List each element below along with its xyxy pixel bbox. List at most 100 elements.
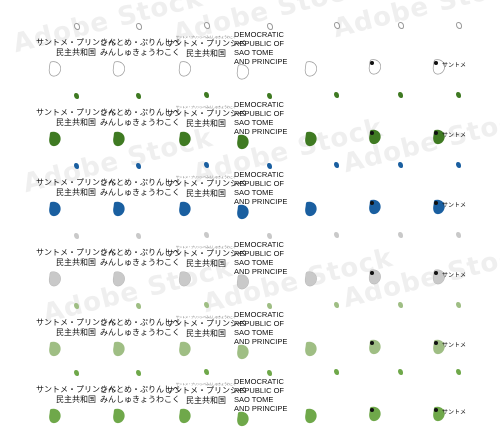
principe-island-shape [334,162,339,168]
ruby-text: サントメ・プリンシペみんしゅきょうわこく [175,35,236,39]
label-line: AND PRINCIPE [234,267,288,276]
principe-island-shape [267,233,272,239]
japanese-name-with-ruby: サントメ・プリンシペみんしゅきょうわこく サントメ・プリンシペ 民主共和国 [166,245,246,269]
label-line: サントメ [442,342,467,349]
label-line: DEMOCRATIC [234,310,284,319]
sao-tome-island-shape [49,131,61,147]
principe-island-shape [74,303,79,309]
sao-tome-island-shape [178,271,191,287]
sao-tome-island-shape [305,341,317,357]
label-line: REPUBLIC OF [234,319,285,328]
label-line: みんしゅきょうわこく [100,328,180,337]
label-line: 民主共和国 [56,118,96,127]
principe-island-shape [334,369,339,375]
label-line: 民主共和国 [56,48,96,57]
label-line: サントメ・プリンシペ [166,179,246,188]
capital-dot [370,131,374,135]
principe-island-shape [74,93,79,99]
ruby-text: サントメ・プリンシペみんしゅきょうわこく [175,105,236,109]
label-line: サントメ [442,62,467,69]
ruby-text: サントメ・プリンシペみんしゅきょうわこく [175,175,236,179]
hiragana-name: さんとめ・ぷりんしぺ みんしゅきょうわこく [100,178,180,198]
label-line: サントメ・プリンシペ [166,386,246,395]
label-line: 民主共和国 [56,258,96,267]
principe-island-shape [398,162,403,168]
hiragana-name: さんとめ・ぷりんしぺ みんしゅきょうわこく [100,385,180,405]
hiragana-name: さんとめ・ぷりんしぺ みんしゅきょうわこく [100,38,180,58]
principe-island-shape [136,303,141,309]
sao-tome-island-shape [49,341,61,357]
label-line: 民主共和国 [186,396,226,405]
sao-tome-island-shape [236,64,249,80]
capital-dot [370,408,374,412]
japanese-name-with-ruby: サントメ・プリンシペみんしゅきょうわこく サントメ・プリンシペ 民主共和国 [166,105,246,129]
principe-island-shape [334,92,339,98]
label-line: さんとめ・ぷりんしぺ [100,108,180,117]
label-line: SAO TOME [234,188,274,197]
english-name: DEMOCRATIC REPUBLIC OF SAO TOME AND PRINCIP… [234,170,287,206]
hiragana-name: さんとめ・ぷりんしぺ みんしゅきょうわこく [100,248,180,268]
principe-island-shape [74,23,80,30]
sao-tome-island-shape [305,201,317,217]
watermark: Adobe Stock [330,0,500,45]
label-line: DEMOCRATIC [234,30,284,39]
sao-tome-island-shape [49,201,61,217]
city-caption: サントメ [442,200,466,209]
label-line: 民主共和国 [186,259,226,268]
principe-island-shape [456,369,461,375]
english-name: DEMOCRATIC REPUBLIC OF SAO TOME AND PRINCIP… [234,240,287,276]
english-name: DEMOCRATIC REPUBLIC OF SAO TOME AND PRINCIP… [234,377,287,413]
label-line: SAO TOME [234,48,274,57]
sao-tome-island-shape [49,408,61,424]
principe-island-shape [204,92,209,98]
label-line: 民主共和国 [56,188,96,197]
label-line: みんしゅきょうわこく [100,395,180,404]
sao-tome-island-shape [112,61,125,77]
label-line: サントメ・プリンシペ [36,318,116,327]
label-line: サントメ・プリンシペ [166,319,246,328]
label-line: サントメ [442,409,467,416]
principe-island-shape [334,22,340,29]
principe-island-shape [334,232,339,238]
label-line: AND PRINCIPE [234,57,288,66]
label-line: DEMOCRATIC [234,170,284,179]
label-line: さんとめ・ぷりんしぺ [100,178,180,187]
city-caption: サントメ [442,60,466,69]
japanese-name-with-ruby: サントメ・プリンシペみんしゅきょうわこく サントメ・プリンシペ 民主共和国 [166,35,246,59]
label-line: AND PRINCIPE [234,404,288,413]
principe-island-shape [456,302,461,308]
label-line: さんとめ・ぷりんしぺ [100,38,180,47]
sao-tome-island-shape [305,408,317,424]
principe-island-shape [267,370,272,376]
sao-tome-island-shape [179,341,191,357]
japanese-name: サントメ・プリンシペ 民主共和国 [36,248,116,268]
label-line: DEMOCRATIC [234,377,284,386]
label-line: 民主共和国 [56,328,96,337]
sao-tome-island-shape [178,61,191,77]
principe-island-shape [398,302,403,308]
label-line: みんしゅきょうわこく [100,258,180,267]
label-line: AND PRINCIPE [234,127,288,136]
principe-island-shape [74,163,79,169]
ruby-text: サントメ・プリンシペみんしゅきょうわこく [175,245,236,249]
label-line: サントメ・プリンシペ [36,108,116,117]
sao-tome-island-shape [113,131,125,147]
english-name: DEMOCRATIC REPUBLIC OF SAO TOME AND PRINCIP… [234,310,287,346]
principe-island-shape [204,162,209,168]
principe-island-shape [136,233,141,239]
city-caption: サントメ [442,340,466,349]
label-line: さんとめ・ぷりんしぺ [100,248,180,257]
principe-island-shape [398,92,403,98]
principe-island-shape [267,23,273,30]
capital-dot [370,61,374,65]
english-name: DEMOCRATIC REPUBLIC OF SAO TOME AND PRINCIP… [234,30,287,66]
principe-island-shape [456,22,462,29]
principe-island-shape [136,23,142,30]
capital-dot [434,61,438,65]
capital-dot [434,271,438,275]
principe-island-shape [204,232,209,238]
sao-tome-island-shape [113,201,125,217]
principe-island-shape [398,22,404,29]
japanese-name: サントメ・プリンシペ 民主共和国 [36,318,116,338]
city-caption: サントメ [442,130,466,139]
